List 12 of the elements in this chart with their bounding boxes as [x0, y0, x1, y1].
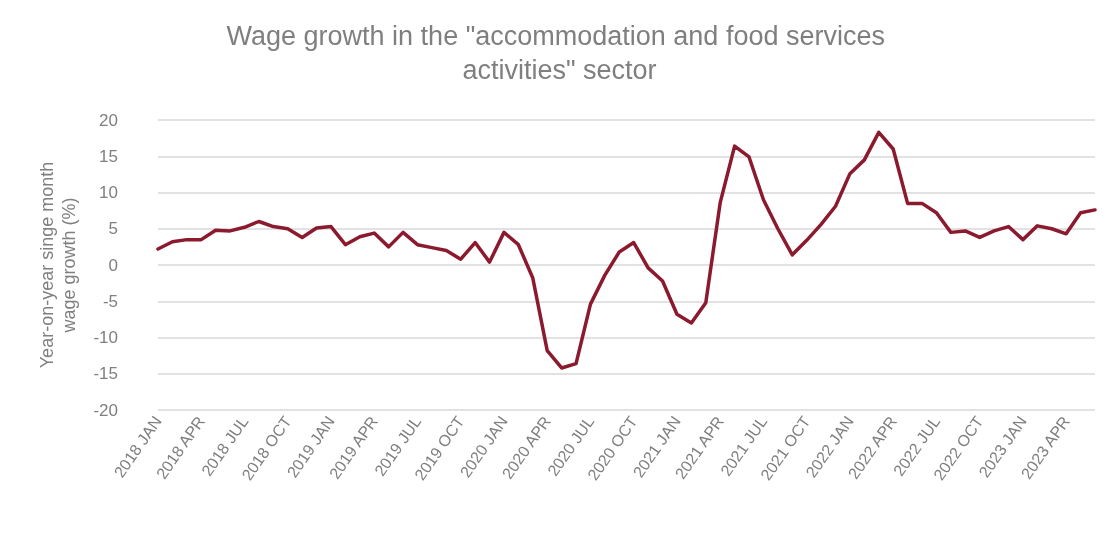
y-tick-label: -5	[102, 291, 118, 311]
y-tick-label: 10	[99, 183, 118, 202]
y-tick-label: -20	[93, 400, 118, 420]
y-tick-label: 15	[99, 146, 118, 166]
y-tick-label: -10	[93, 328, 118, 347]
y-axis-title: Year-on-year singe month wage growth (%)	[37, 161, 79, 369]
y-tick-label: 20	[99, 110, 118, 130]
y-tick-label: -15	[93, 364, 118, 384]
y-tick-label: 0	[108, 255, 118, 275]
y-tick-label: 5	[108, 219, 118, 239]
chart-title: Wage growth in the "accommodation and food services activities" sector	[226, 21, 893, 85]
line-series	[156, 130, 1097, 370]
